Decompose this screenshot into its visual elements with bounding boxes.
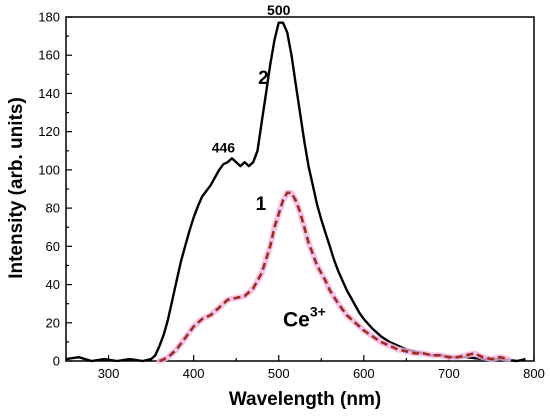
ion-label-base: Ce — [283, 309, 310, 332]
series-2-line — [65, 21, 526, 363]
y-tick-label: 80 — [46, 201, 60, 216]
y-tick-label: 180 — [38, 10, 60, 25]
annotation-446: 446 — [212, 140, 236, 156]
y-tick-label: 40 — [46, 277, 60, 292]
x-tick-label: 400 — [183, 366, 205, 381]
ion-label-superscript: 3+ — [310, 304, 326, 320]
series-1-line — [159, 191, 509, 363]
series-layer — [65, 21, 526, 364]
x-tick-label: 500 — [268, 366, 290, 381]
x-axis-ticks: 300 400 500 600 700 800 — [65, 355, 545, 381]
y-tick-label: 0 — [53, 354, 60, 369]
annotation-1: 1 — [256, 194, 267, 215]
y-tick-label: 20 — [46, 315, 60, 330]
ion-label: Ce3+ — [283, 304, 326, 332]
y-axis-ticks: 0 20 40 60 80 100 120 140 160 180 — [38, 10, 72, 369]
y-tick-label: 160 — [38, 48, 60, 63]
x-tick-label: 800 — [523, 366, 545, 381]
y-tick-label: 140 — [38, 86, 60, 101]
y-axis-title: Intensity (arb. units) — [6, 97, 27, 279]
series-1-halo — [156, 189, 512, 364]
y-tick-label: 60 — [46, 239, 60, 254]
annotation-layer: 500 446 2 1 — [212, 2, 291, 215]
x-axis-title: Wavelength (nm) — [229, 389, 381, 410]
x-tick-label: 700 — [438, 366, 460, 381]
x-tick-label: 600 — [353, 366, 375, 381]
annotation-2: 2 — [258, 68, 269, 89]
x-tick-label: 300 — [98, 366, 120, 381]
annotation-500: 500 — [267, 2, 291, 18]
y-tick-label: 120 — [38, 124, 60, 139]
y-tick-label: 100 — [38, 162, 60, 177]
